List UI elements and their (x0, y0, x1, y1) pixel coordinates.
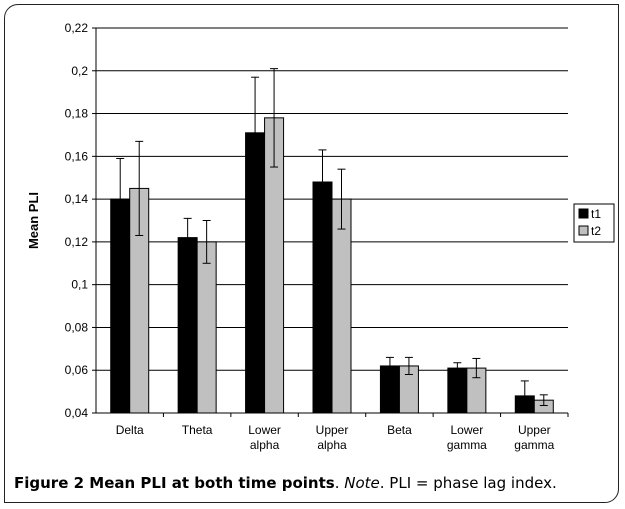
bar-t1 (177, 237, 198, 414)
caption-note-label: Note (344, 474, 380, 492)
bar-chart: 0,04 0,06 0,08 0,1 0,12 0,14 0,16 0,18 0,2 0,22 Me… (26, 21, 615, 452)
x-tick-label: Beta (387, 423, 412, 437)
legend-label-t2: t2 (591, 224, 601, 238)
y-tick-label: 0,18 (65, 107, 89, 121)
y-axis-label: Mean PLI (26, 192, 41, 249)
x-tick-label: Upper gamma (514, 423, 554, 452)
y-tick-label: 0,14 (65, 192, 89, 206)
figure-caption: Figure 2 Mean PLI at both time points. N… (14, 474, 557, 492)
x-tick-label: Lower gamma (447, 423, 487, 452)
bar-t2 (196, 241, 217, 414)
caption-title: Mean PLI at both time points (89, 474, 335, 492)
y-tick-label: 0,06 (65, 363, 89, 377)
figure-frame (4, 4, 619, 503)
legend-swatch-t2 (578, 225, 589, 236)
x-tick-label: Upper alpha (316, 423, 349, 452)
y-tick-label: 0,16 (65, 149, 89, 163)
x-tick-label: Delta (116, 423, 144, 437)
bar-t2 (331, 198, 352, 414)
y-tick-label: 0,04 (65, 406, 89, 420)
y-tick-label: 0,08 (65, 320, 89, 334)
caption-label: Figure 2 (14, 474, 85, 492)
x-tick-label: Lower alpha (248, 423, 281, 452)
y-tick-label: 0,1 (71, 278, 88, 292)
y-tick-label: 0,12 (65, 235, 89, 249)
y-tick-label: 0,22 (65, 21, 89, 35)
bar-t1 (312, 181, 333, 414)
legend-swatch-t1 (578, 208, 589, 219)
legend-label-t1: t1 (591, 207, 601, 221)
caption-note-text: PLI = phase lag index. (389, 474, 557, 492)
bar-t1 (447, 367, 468, 414)
x-tick-label: Theta (182, 423, 213, 437)
y-tick-label: 0,2 (71, 64, 88, 78)
